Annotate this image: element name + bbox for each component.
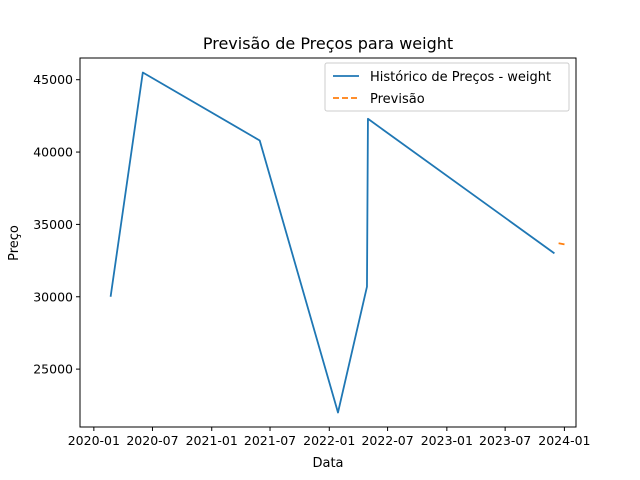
x-tick-label: 2020-01 — [68, 433, 120, 448]
legend-box — [324, 62, 570, 112]
y-tick-label: 40000 — [33, 145, 73, 160]
x-tick-label: 2021-01 — [186, 433, 238, 448]
y-tick-label: 30000 — [33, 289, 73, 304]
series-line-forecast — [558, 242, 566, 246]
y-tick-label: 35000 — [33, 217, 73, 232]
y-axis-label: Preço — [7, 225, 22, 261]
x-tick-label: 2023-01 — [421, 433, 473, 448]
y-tick-label: 25000 — [33, 362, 73, 377]
x-tick-label: 2023-07 — [479, 433, 531, 448]
plot-area — [79, 57, 577, 428]
series-layer — [109, 71, 566, 414]
x-axis-ticks: 2020-01 2020-07 2021-01 2021-07 2022-01 2022-… — [68, 427, 591, 448]
y-axis-ticks: 25000 30000 35000 40000 45000 — [33, 72, 80, 377]
x-tick-label: 2022-01 — [303, 433, 355, 448]
legend: Histórico de Preços - weight Previsão — [324, 62, 570, 112]
x-tick-label: 2024-01 — [538, 433, 590, 448]
x-tick-label: 2021-07 — [244, 433, 296, 448]
y-tick-label: 45000 — [33, 72, 73, 87]
legend-label-history: Histórico de Preços - weight — [370, 70, 551, 85]
legend-label-forecast: Previsão — [370, 92, 425, 107]
x-tick-label: 2020-07 — [126, 433, 178, 448]
chart-title: Previsão de Preços para weight — [203, 34, 453, 53]
x-tick-label: 2022-07 — [361, 433, 413, 448]
x-axis-label: Data — [312, 456, 343, 471]
series-line-history — [109, 71, 555, 414]
